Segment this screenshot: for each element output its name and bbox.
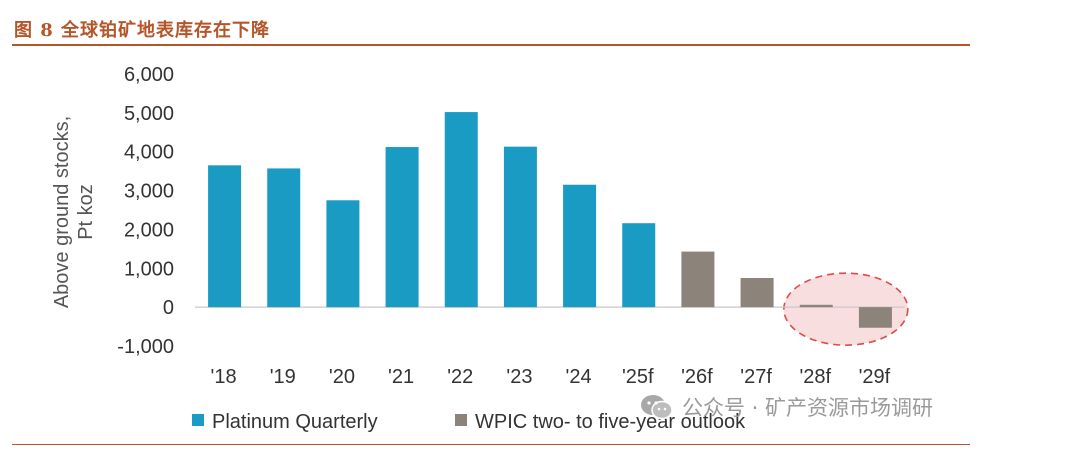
x-tick-label: '19 [270, 366, 296, 388]
x-axis-ticks: '18 '19 '20 '21 '22 '23 '24 '25f '26f '27f '28f '29… [211, 366, 891, 388]
bar-29f [858, 307, 892, 328]
x-tick-label: '23 [506, 366, 532, 388]
x-tick-label: '29f [859, 366, 891, 388]
y-axis-title-line-1: Above ground stocks, [51, 116, 73, 308]
bottom-rule [12, 444, 970, 445]
y-tick-label: 4,000 [124, 142, 174, 164]
x-tick-label: '20 [329, 366, 355, 388]
x-tick-label: '27f [740, 366, 772, 388]
bar-18 [208, 165, 242, 308]
y-axis-ticks: 6,000 5,000 4,000 3,000 2,000 1,000 0 -1,000 [117, 64, 174, 358]
y-tick-label: 5,000 [124, 103, 174, 125]
bar-20 [326, 200, 360, 308]
bar-25f [622, 223, 656, 308]
bar-28f [799, 304, 833, 308]
bar-19 [267, 168, 301, 308]
watermark-text: 公众号 · 矿产资源市场调研 [682, 396, 934, 420]
bar-21 [385, 147, 419, 308]
x-tick-label: '18 [211, 366, 237, 388]
y-tick-label: 3,000 [124, 181, 174, 203]
bar-26f [681, 251, 715, 308]
y-tick-label: -1,000 [117, 336, 174, 358]
bar-24 [563, 184, 597, 308]
bar-27f [740, 278, 774, 308]
legend-swatch [192, 414, 204, 426]
bar-22 [444, 112, 478, 308]
y-axis-title: Above ground stocks, Pt koz [51, 116, 97, 308]
watermark: 公众号 · 矿产资源市场调研 [640, 392, 933, 422]
bars [208, 112, 892, 328]
figure-title: 图 8 全球铂矿地表库存在下降 [14, 20, 271, 41]
x-tick-label: '28f [799, 366, 831, 388]
y-tick-label: 0 [163, 297, 174, 319]
x-tick-label: '22 [447, 366, 473, 388]
y-tick-label: 6,000 [124, 64, 174, 86]
x-tick-label: '24 [566, 366, 592, 388]
bar-23 [503, 146, 537, 308]
legend: Platinum Quarterly WPIC two- to five-year… [192, 411, 746, 433]
legend-label: WPIC two- to five-year outlook [475, 411, 746, 433]
x-tick-label: '25f [622, 366, 654, 388]
wechat-icon [641, 395, 673, 420]
title-rule [12, 44, 970, 46]
y-tick-label: 2,000 [124, 219, 174, 241]
x-tick-label: '26f [681, 366, 713, 388]
x-tick-label: '21 [388, 366, 414, 388]
y-axis-title-line-2: Pt koz [75, 184, 97, 240]
y-tick-label: 1,000 [124, 258, 174, 280]
legend-label: Platinum Quarterly [212, 411, 378, 433]
legend-swatch [455, 414, 467, 426]
